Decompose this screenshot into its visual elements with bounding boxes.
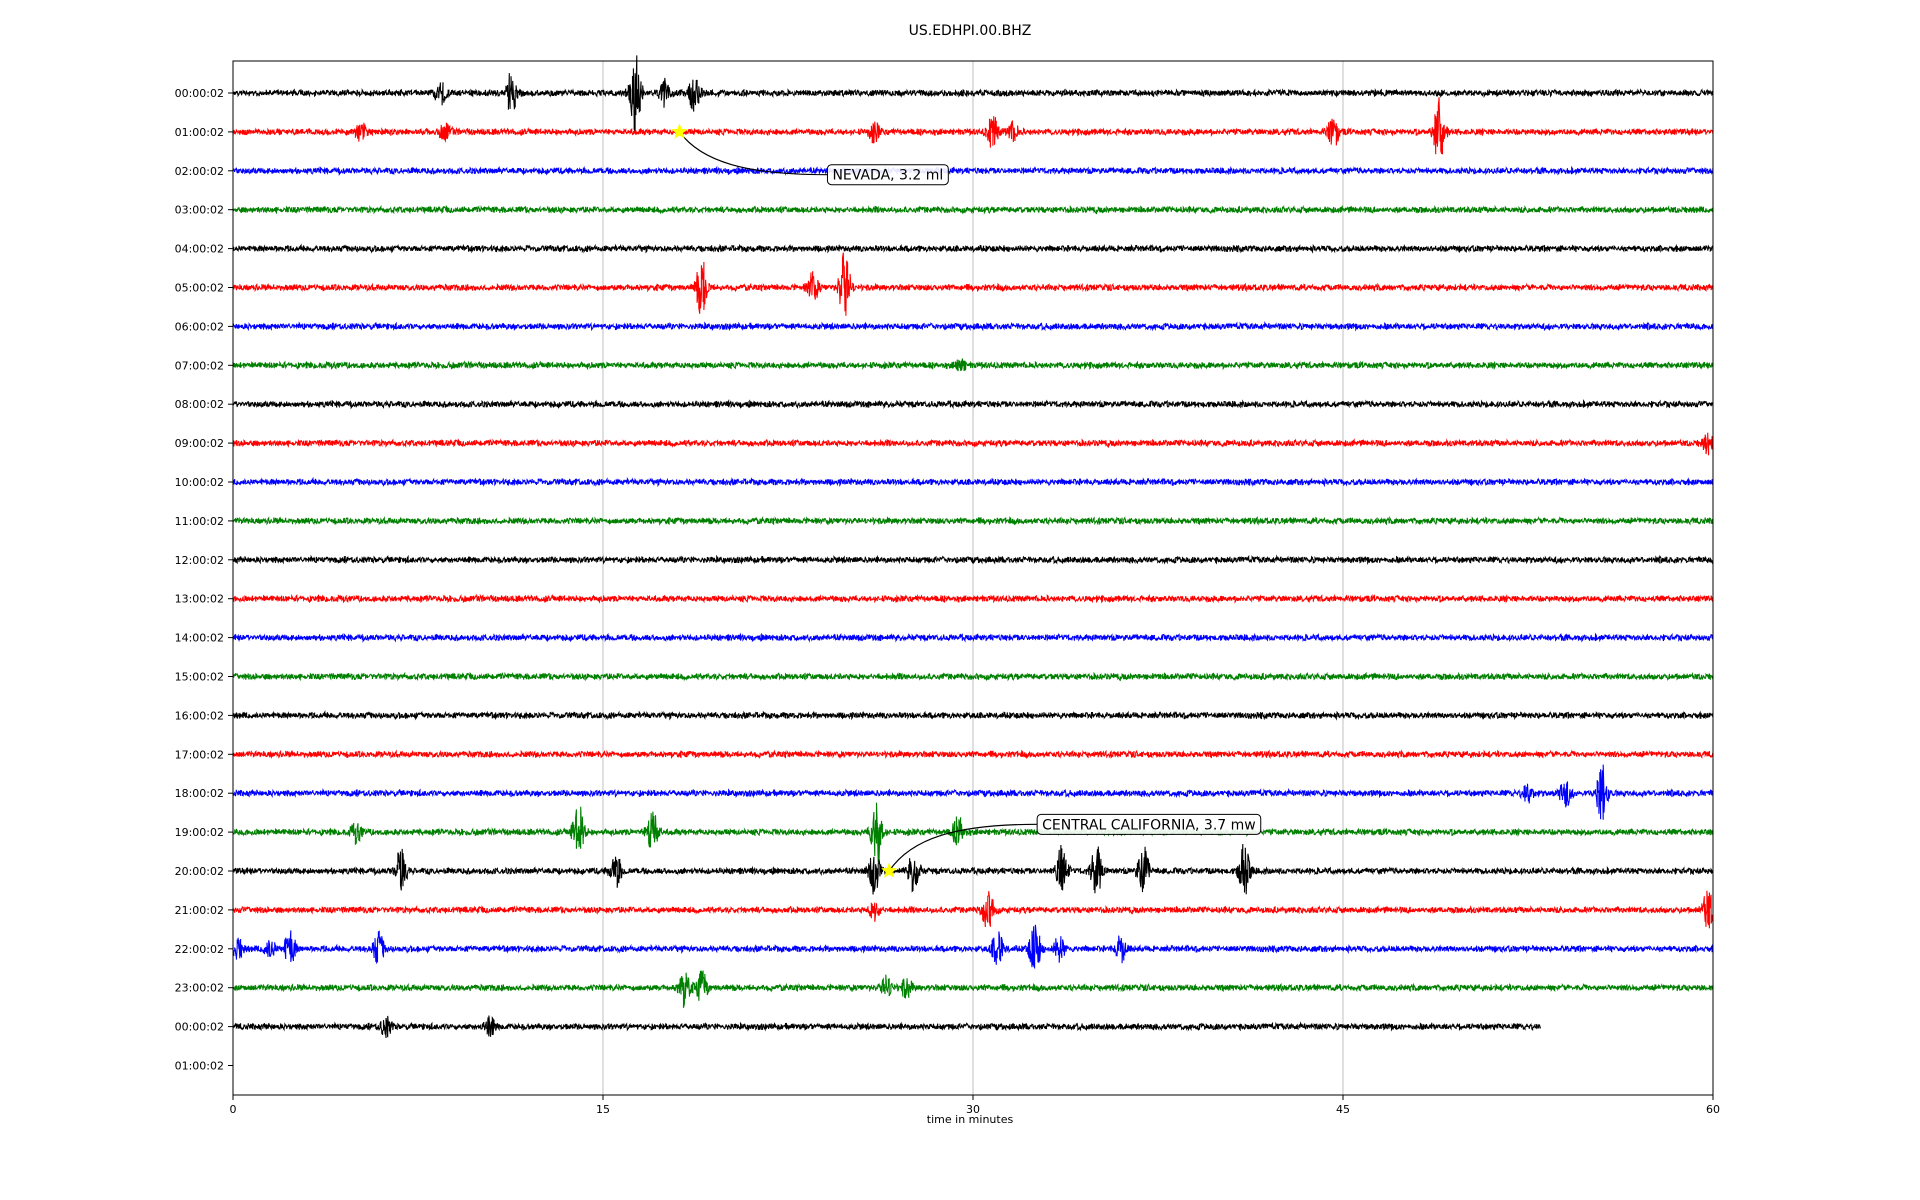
hour-label-23: 23:00:02 [175,982,224,995]
x-tick-label-0: 0 [230,1103,237,1116]
hour-label-24: 00:00:02 [175,1021,224,1034]
hour-label-20: 20:00:02 [175,865,224,878]
hour-label-5: 05:00:02 [175,282,224,295]
chart-title: US.EDHPI.00.BHZ [909,23,1032,39]
trace-row-15 [232,671,1714,682]
hour-label-0: 00:00:02 [175,87,224,100]
trace-row-0 [232,55,1714,132]
hour-label-18: 18:00:02 [175,787,224,800]
trace-row-20 [232,843,1714,895]
trace-row-18 [232,764,1714,820]
x-tick-label-3: 45 [1336,1103,1350,1116]
annotation-connector-0 [678,131,828,176]
trace-row-9 [232,432,1714,456]
trace-row-4 [232,243,1714,254]
annotation-label-0: NEVADA, 3.2 ml [832,168,943,184]
hour-label-11: 11:00:02 [175,515,224,528]
seismic-traces [232,55,1714,1039]
annotation-connector-1 [888,823,1038,872]
event-star-marker-0 [671,123,688,139]
hour-label-25: 01:00:02 [175,1060,224,1073]
event-annotation-0: NEVADA, 3.2 ml [671,123,949,186]
trace-row-6 [232,321,1714,332]
trace-row-11 [232,515,1714,526]
trace-row-5 [232,252,1714,316]
hour-label-13: 13:00:02 [175,593,224,606]
hour-label-10: 10:00:02 [175,476,224,489]
hour-label-12: 12:00:02 [175,554,224,567]
x-tick-label-1: 15 [596,1103,610,1116]
hour-label-19: 19:00:02 [175,826,224,839]
trace-row-14 [232,632,1714,643]
y-axis-hour-labels: 00:00:02 01:00:02 02:00:02 03:00:02 04:00:02… [175,87,233,1073]
hour-label-7: 07:00:02 [175,359,224,372]
trace-row-8 [232,399,1714,410]
trace-row-7 [232,358,1714,372]
annotation-box-0 [826,164,949,186]
trace-row-23 [232,970,1714,1008]
event-annotations: NEVADA, 3.2 ml CENTRAL CALIFORNIA, 3.7 mw [671,123,1262,879]
trace-row-2 [232,165,1714,177]
trace-row-3 [232,204,1714,215]
event-annotation-1: CENTRAL CALIFORNIA, 3.7 mw [880,813,1262,879]
event-star-marker-1 [880,862,898,879]
hour-label-17: 17:00:02 [175,748,224,761]
trace-row-22 [232,924,1714,970]
trace-row-21 [232,890,1714,929]
x-tick-label-4: 60 [1706,1103,1720,1116]
x-gridlines [602,61,1344,1095]
annotation-box-1 [1036,813,1262,835]
hour-label-1: 01:00:02 [175,126,224,139]
trace-row-16 [232,710,1714,721]
x-tick-label-2: 30 [966,1103,980,1116]
hour-label-21: 21:00:02 [175,904,224,917]
hour-label-22: 22:00:02 [175,943,224,956]
trace-row-24 [232,1015,1541,1039]
hour-label-15: 15:00:02 [175,671,224,684]
hour-label-8: 08:00:02 [175,398,224,411]
hour-label-3: 03:00:02 [175,204,224,217]
trace-row-10 [232,476,1714,488]
hour-label-9: 09:00:02 [175,437,224,450]
trace-row-19 [232,802,1714,863]
x-axis-label: time in minutes [927,1113,1014,1126]
annotation-label-1: CENTRAL CALIFORNIA, 3.7 mw [1042,817,1256,833]
trace-row-13 [232,593,1714,604]
hour-label-16: 16:00:02 [175,709,224,722]
hour-label-4: 04:00:02 [175,243,224,256]
hour-label-6: 06:00:02 [175,320,224,333]
x-axis: 0 15 30 45 60 [230,1095,1720,1116]
trace-row-17 [232,749,1714,760]
trace-row-1 [232,97,1714,155]
trace-row-12 [232,554,1714,565]
hour-label-14: 14:00:02 [175,632,224,645]
hour-label-2: 02:00:02 [175,165,224,178]
